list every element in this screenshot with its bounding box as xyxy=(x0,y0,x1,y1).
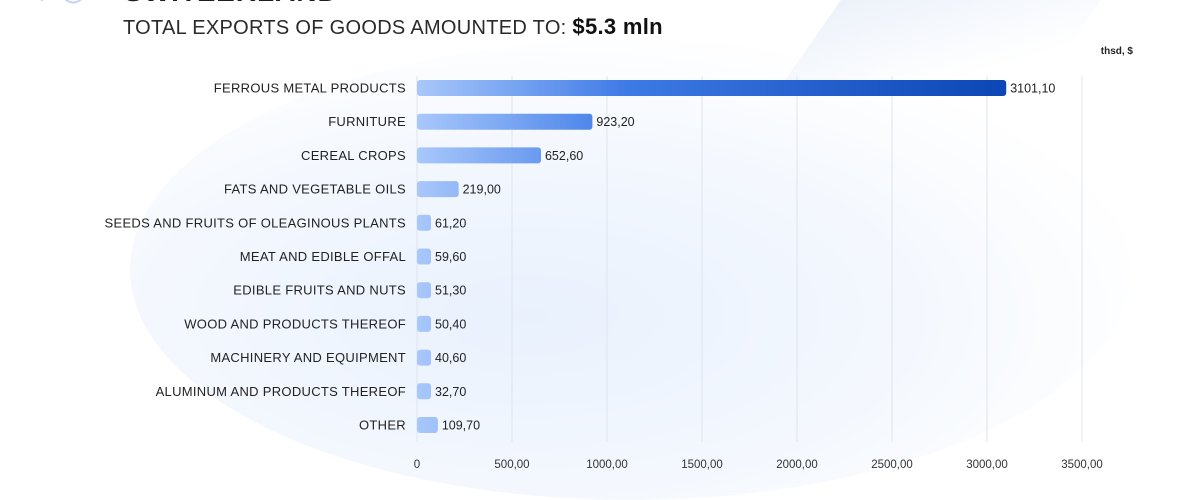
value-label: 923,20 xyxy=(596,115,634,129)
bar xyxy=(417,181,459,198)
category-label: EDIBLE FRUITS AND NUTS xyxy=(233,283,406,298)
bar xyxy=(417,248,431,265)
value-label: 61,20 xyxy=(435,216,466,230)
unit-label: thsd, $ xyxy=(1100,46,1133,57)
bar xyxy=(417,282,431,299)
x-tick-label: 1000,00 xyxy=(586,459,628,471)
total-amount: $5.3 mln xyxy=(572,14,663,39)
x-tick-label: 500,00 xyxy=(494,459,529,471)
logo-icon xyxy=(40,0,82,4)
value-label: 652,60 xyxy=(545,149,583,163)
bar xyxy=(417,383,431,400)
category-label: MEAT AND EDIBLE OFFAL xyxy=(240,249,406,264)
x-tick-label: 1500,00 xyxy=(681,459,723,471)
background-glow xyxy=(130,40,1130,500)
subtitle-text: TOTAL EXPORTS OF GOODS AMOUNTED TO: xyxy=(123,17,567,39)
value-label: 219,00 xyxy=(463,183,501,197)
bar xyxy=(417,147,541,164)
value-label: 32,70 xyxy=(435,385,466,399)
bar xyxy=(417,349,431,366)
bar xyxy=(417,80,1007,96)
chart-subtitle: TOTAL EXPORTS OF GOODS AMOUNTED TO: $5.3… xyxy=(123,14,663,40)
x-tick-label: 2000,00 xyxy=(776,459,818,471)
category-label: OTHER xyxy=(359,418,406,433)
x-tick-label: 3500,00 xyxy=(1061,459,1103,471)
bar xyxy=(417,417,438,433)
category-label: ALUMINUM AND PRODUCTS THEREOF xyxy=(156,384,406,399)
value-label: 3101,10 xyxy=(1010,82,1055,96)
value-label: 109,70 xyxy=(442,419,480,433)
value-label: 51,30 xyxy=(435,284,466,298)
bar xyxy=(417,113,593,130)
x-tick-label: 0 xyxy=(414,459,420,471)
value-label: 40,60 xyxy=(435,351,466,365)
page-heading: SWITZERLAND xyxy=(124,0,339,8)
x-tick-label: 3000,00 xyxy=(966,459,1008,471)
bar xyxy=(417,315,431,332)
grid-lines: 0 500,00 1000,00 1500,00 2000,00 2500,00 3000,… xyxy=(414,76,1103,471)
category-label: MACHINERY AND EQUIPMENT xyxy=(210,350,406,365)
category-label: WOOD AND PRODUCTS THEREOF xyxy=(184,316,406,331)
category-label: FERROUS METAL PRODUCTS xyxy=(214,81,406,96)
category-label: CEREAL CROPS xyxy=(301,148,406,163)
category-label: FATS AND VEGETABLE OILS xyxy=(224,182,406,197)
value-label: 59,60 xyxy=(435,250,466,264)
x-tick-label: 2500,00 xyxy=(871,459,913,471)
value-label: 50,40 xyxy=(435,317,466,331)
category-label: SEEDS AND FRUITS OF OLEAGINOUS PLANTS xyxy=(105,215,407,230)
bar-chart: 0 500,00 1000,00 1500,00 2000,00 2500,00 3000,… xyxy=(105,76,1103,471)
labels: FERROUS METAL PRODUCTS 3101,10 FURNITURE 92… xyxy=(105,81,1056,433)
category-label: FURNITURE xyxy=(328,114,406,129)
bars xyxy=(417,80,1007,433)
bar xyxy=(417,214,431,231)
